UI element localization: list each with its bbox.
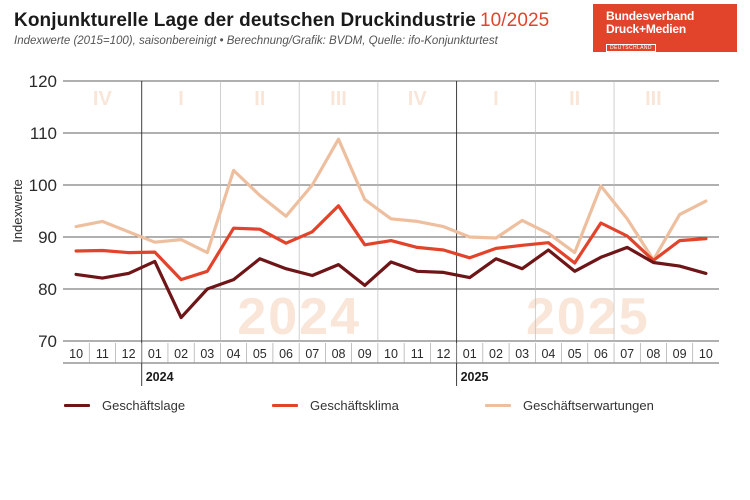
legend-item-lage: Geschäftslage (64, 398, 185, 413)
x-tick-label-17: 03 (515, 347, 529, 361)
bvdm-logo: Bundesverband Druck+Medien DEUTSCHLAND (593, 4, 737, 52)
chart-title-period: 10/2025 (479, 10, 550, 31)
x-tick-label-13: 11 (411, 347, 424, 361)
chart-title-text: Konjunkturelle Lage der deutschen Drucki… (14, 10, 476, 31)
legend-label-klima: Geschäftsklima (310, 398, 399, 413)
series-line-lage (74, 245, 708, 320)
x-tick-label-9: 07 (305, 347, 319, 361)
quarter-label-3: III (330, 88, 347, 110)
legend-swatch-erwartungen (485, 404, 511, 407)
x-tick-label-24: 10 (699, 347, 713, 361)
chart-header: Konjunkturelle Lage der deutschen Drucki… (14, 10, 574, 47)
x-tick-label-0: 10 (69, 347, 83, 361)
x-tick-label-18: 04 (541, 347, 555, 361)
year-label-2024: 2024 (146, 370, 174, 384)
quarter-label-2: II (254, 88, 265, 110)
x-tick-label-14: 12 (437, 347, 451, 361)
year-label-2025: 2025 (461, 370, 489, 384)
logo-line-1: Bundesverband (606, 9, 695, 23)
x-tick-label-8: 06 (279, 347, 293, 361)
y-tick-label-70: 70 (38, 332, 57, 351)
y-tick-label-110: 110 (30, 124, 57, 143)
x-tick-label-19: 05 (568, 347, 582, 361)
legend-item-klima: Geschäftsklima (272, 398, 399, 413)
x-tick-label-4: 02 (174, 347, 188, 361)
legend-label-lage: Geschäftslage (102, 398, 186, 413)
x-tick-label-21: 07 (620, 347, 634, 361)
series-line-erwartungen (74, 137, 708, 262)
x-tick-label-20: 06 (594, 347, 608, 361)
logo-line-3: DEUTSCHLAND (606, 44, 656, 52)
x-tick-label-11: 09 (358, 347, 372, 361)
x-tick-label-3: 01 (148, 347, 162, 361)
quarter-label-4: IV (408, 88, 428, 110)
quarter-label-1: I (178, 88, 184, 110)
x-tick-label-10: 08 (332, 347, 346, 361)
x-tick-label-1: 11 (96, 347, 109, 361)
quarter-label-6: II (569, 88, 580, 110)
logo-line-2: Druck+Medien (606, 22, 686, 36)
legend-label-erwartungen: Geschäftserwartungen (523, 398, 654, 413)
legend-swatch-klima (272, 404, 298, 407)
series-line-klima (74, 204, 708, 282)
y-tick-label-90: 90 (38, 228, 57, 247)
quarter-label-0: IV (93, 88, 113, 110)
chart-title: Konjunkturelle Lage der deutschen Drucki… (14, 10, 574, 32)
x-tick-label-16: 02 (489, 347, 503, 361)
y-tick-label-80: 80 (38, 280, 57, 299)
legend-item-erwartungen: Geschäftserwartungen (485, 398, 654, 413)
chart-subtitle: Indexwerte (2015=100), saisonbereinigt •… (14, 35, 498, 47)
x-tick-label-5: 03 (200, 347, 214, 361)
x-tick-label-7: 05 (253, 347, 267, 361)
x-tick-label-6: 04 (227, 347, 241, 361)
x-tick-label-15: 01 (463, 347, 477, 361)
x-tick-label-23: 09 (673, 347, 687, 361)
year-watermark-2024-0: 2024 (237, 288, 361, 346)
y-tick-label-100: 100 (29, 176, 57, 195)
x-tick-label-22: 08 (646, 347, 660, 361)
x-tick-label-12: 10 (384, 347, 398, 361)
quarter-label-7: III (645, 88, 662, 110)
y-axis-title: Indexwerte (10, 179, 25, 243)
chart-legend: Geschäftslage Geschäftsklima Geschäftserwa… (0, 398, 750, 418)
legend-swatch-lage (64, 404, 90, 407)
y-tick-label-120: 120 (29, 72, 57, 91)
quarter-label-5: I (493, 88, 499, 110)
x-tick-label-2: 12 (122, 347, 136, 361)
year-watermark-2025-1: 2025 (526, 288, 650, 346)
